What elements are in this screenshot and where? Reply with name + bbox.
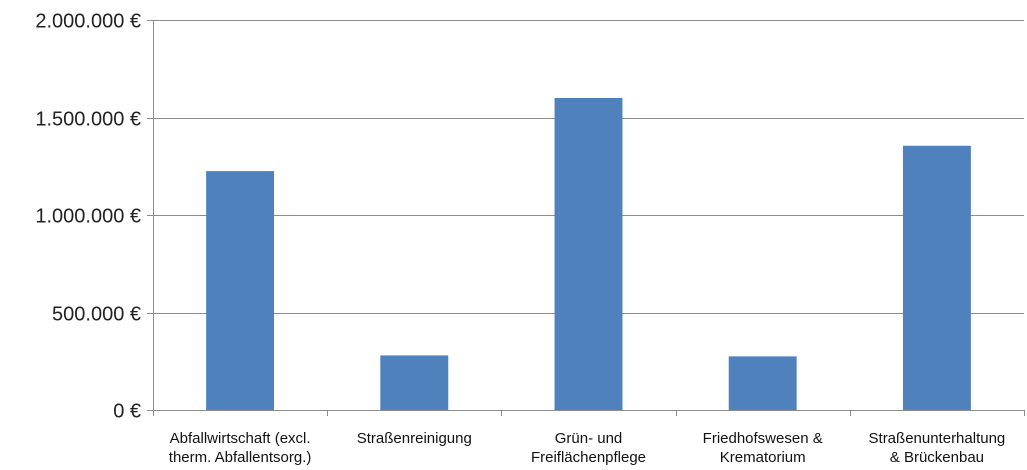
x-axis-tick-label-line: Abfallwirtschaft (excl. bbox=[170, 430, 311, 447]
y-axis-tick-label: 1.000.000 € bbox=[35, 206, 141, 228]
bar bbox=[902, 145, 971, 410]
bar bbox=[206, 171, 275, 410]
bar bbox=[728, 356, 797, 410]
x-axis-tick-label-line: & Brückenbau bbox=[890, 449, 984, 466]
y-axis-tick-label: 1.500.000 € bbox=[35, 109, 141, 131]
x-axis-tick-label-line: therm. Abfallentsorg.) bbox=[169, 449, 312, 466]
x-axis-tick-label-line: Krematorium bbox=[720, 449, 806, 466]
y-axis-tick-label: 2.000.000 € bbox=[35, 11, 141, 33]
y-axis-tick-label: 0 € bbox=[113, 401, 141, 423]
x-axis-tick-label-line: Friedhofswesen & bbox=[703, 430, 823, 447]
x-axis-tick-label-line: Grün- und bbox=[555, 430, 623, 447]
x-axis-tick-label: Grün- und Freiflächenpflege bbox=[531, 430, 646, 466]
bar bbox=[554, 98, 623, 410]
x-axis-tick-label: Straßenunterhaltung & Brückenbau bbox=[869, 430, 1006, 466]
bar bbox=[380, 355, 449, 410]
x-axis-tick-label-line: Straßenunterhaltung bbox=[869, 430, 1006, 447]
x-axis-tick-label-line: Freiflächenpflege bbox=[531, 449, 646, 466]
x-axis-tick-label: Straßenreinigung bbox=[357, 430, 472, 447]
x-axis-tick-label: Abfallwirtschaft (excl. therm. Abfallents… bbox=[169, 430, 312, 466]
y-axis-tick-label: 500.000 € bbox=[52, 304, 141, 326]
x-axis-tick-label-line: Straßenreinigung bbox=[357, 430, 472, 447]
x-axis-tick-label: Friedhofswesen & Krematorium bbox=[703, 430, 823, 466]
